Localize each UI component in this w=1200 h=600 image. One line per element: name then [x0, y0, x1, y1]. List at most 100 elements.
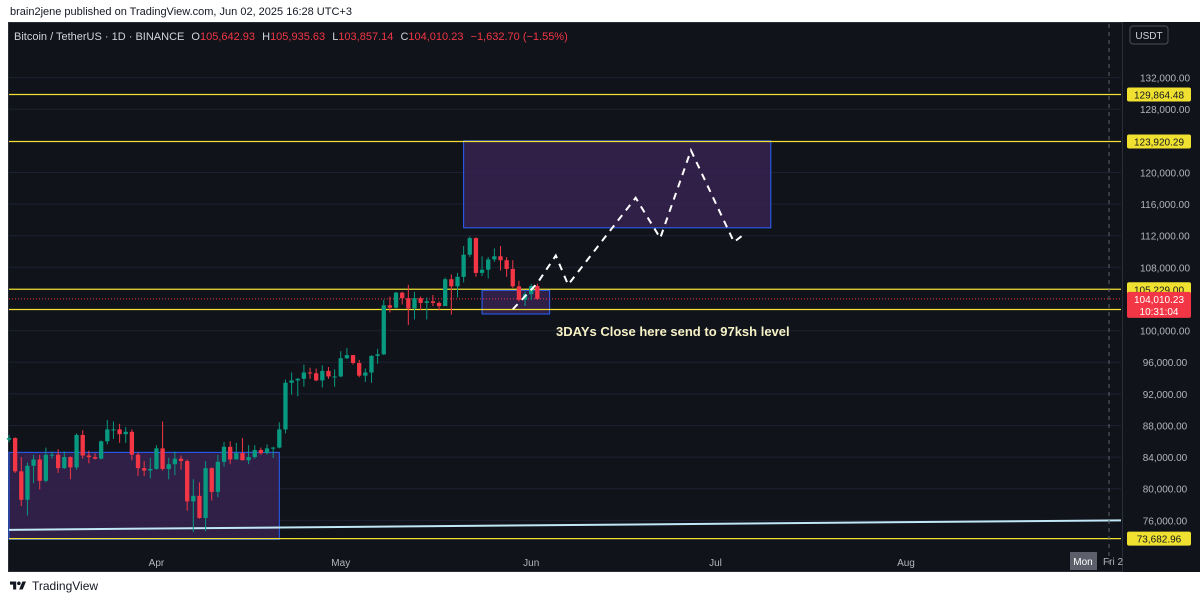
candle-body[interactable]: [178, 458, 184, 462]
candle-body[interactable]: [461, 254, 466, 277]
candle-body[interactable]: [332, 376, 337, 378]
candle-body[interactable]: [314, 373, 319, 381]
candle-body[interactable]: [135, 454, 141, 469]
candle-body[interactable]: [436, 302, 442, 307]
candle-body[interactable]: [117, 429, 122, 435]
candle-body[interactable]: [449, 279, 454, 287]
countdown-label: 10:31:04: [1140, 307, 1179, 318]
y-tick-label: 120,000.00: [1140, 168, 1190, 179]
candle-body[interactable]: [142, 468, 147, 471]
candle-body[interactable]: [289, 380, 294, 383]
candle-body[interactable]: [105, 429, 110, 442]
candle-body[interactable]: [221, 446, 227, 462]
candle-body[interactable]: [479, 269, 485, 273]
candle-body[interactable]: [99, 441, 104, 459]
candle-body[interactable]: [252, 449, 257, 458]
candle-body[interactable]: [301, 372, 307, 379]
candle-body[interactable]: [430, 301, 436, 303]
candle-body[interactable]: [123, 431, 128, 435]
candle-body[interactable]: [74, 434, 79, 468]
candle-body[interactable]: [203, 468, 208, 518]
candle-body[interactable]: [172, 458, 178, 465]
candle-body[interactable]: [62, 457, 67, 469]
candle-body[interactable]: [516, 286, 522, 300]
candle-body[interactable]: [197, 495, 202, 518]
candle-body[interactable]: [68, 457, 73, 468]
candle-body[interactable]: [80, 434, 85, 456]
candle-body[interactable]: [55, 454, 61, 469]
currency-button[interactable]: [1129, 25, 1169, 45]
y-tick-label: 116,000.00: [1140, 200, 1190, 211]
candle-body[interactable]: [326, 370, 331, 377]
candle-body[interactable]: [271, 447, 276, 449]
candle-body[interactable]: [307, 372, 313, 374]
candle-body[interactable]: [215, 461, 221, 492]
tradingview-logo[interactable]: TradingView: [10, 578, 98, 594]
candle-body[interactable]: [350, 355, 356, 364]
projection-line[interactable]: [512, 147, 747, 310]
candle-body[interactable]: [504, 260, 509, 269]
candle-body[interactable]: [258, 449, 264, 454]
candle-body[interactable]: [185, 461, 190, 502]
candle-body[interactable]: [344, 355, 350, 359]
candle-body[interactable]: [400, 292, 405, 299]
candle-body[interactable]: [363, 372, 368, 376]
x-tick-label: Jun: [523, 558, 539, 569]
candle-body[interactable]: [264, 448, 270, 454]
candle-body[interactable]: [228, 446, 233, 460]
candle-body[interactable]: [154, 448, 159, 469]
candle-body[interactable]: [111, 429, 116, 431]
candle-body[interactable]: [369, 355, 374, 373]
candle-body[interactable]: [320, 370, 325, 381]
candle-body[interactable]: [160, 448, 165, 469]
candle-body[interactable]: [166, 464, 171, 469]
candle-body[interactable]: [412, 298, 417, 309]
candle-body[interactable]: [31, 459, 36, 466]
candle-body[interactable]: [295, 378, 300, 381]
candle-body[interactable]: [129, 431, 135, 455]
candle-body[interactable]: [338, 358, 343, 377]
candle-body[interactable]: [19, 471, 24, 500]
level-lines: [9, 93, 1121, 540]
candle-body[interactable]: [406, 298, 411, 309]
zone-box[interactable]: [463, 140, 772, 229]
candle-body[interactable]: [486, 259, 491, 270]
candle-body[interactable]: [86, 455, 92, 458]
candle-body[interactable]: [6, 438, 12, 440]
candle-body[interactable]: [246, 457, 251, 461]
y-tick-label: 132,000.00: [1140, 74, 1190, 85]
candle-body[interactable]: [467, 238, 472, 255]
zone-box[interactable]: [481, 289, 551, 315]
candle-body[interactable]: [148, 468, 153, 471]
candle-body[interactable]: [49, 454, 55, 456]
legend-high-label: H: [262, 31, 270, 43]
candle-body[interactable]: [12, 438, 18, 472]
candle-body[interactable]: [393, 292, 399, 308]
candle-body[interactable]: [387, 305, 393, 308]
candle-body[interactable]: [510, 268, 515, 287]
candle-body[interactable]: [455, 276, 460, 287]
candle-body[interactable]: [381, 305, 386, 355]
candle-body[interactable]: [418, 298, 423, 303]
candle-body[interactable]: [375, 354, 380, 356]
candle-body[interactable]: [498, 256, 503, 261]
candle-body[interactable]: [92, 457, 98, 459]
candle-body[interactable]: [283, 382, 288, 430]
candle-body[interactable]: [25, 465, 30, 500]
candle-body[interactable]: [240, 453, 245, 461]
candle-body[interactable]: [535, 286, 540, 299]
candle-body[interactable]: [43, 454, 49, 481]
legend-row: Bitcoin / TetherUS · 1D · BINANCE O105,6…: [14, 31, 568, 43]
candle-body[interactable]: [443, 279, 448, 307]
candle-body[interactable]: [191, 495, 196, 502]
candle-body[interactable]: [492, 256, 497, 260]
candle-body[interactable]: [424, 301, 429, 303]
candle-body[interactable]: [234, 453, 239, 460]
candle-body[interactable]: [277, 429, 282, 448]
candle-body[interactable]: [37, 459, 42, 481]
candle-body[interactable]: [473, 238, 479, 273]
candle-body[interactable]: [357, 363, 362, 376]
level-label: 123,920.29: [1134, 137, 1184, 148]
candle-body[interactable]: [209, 468, 214, 492]
